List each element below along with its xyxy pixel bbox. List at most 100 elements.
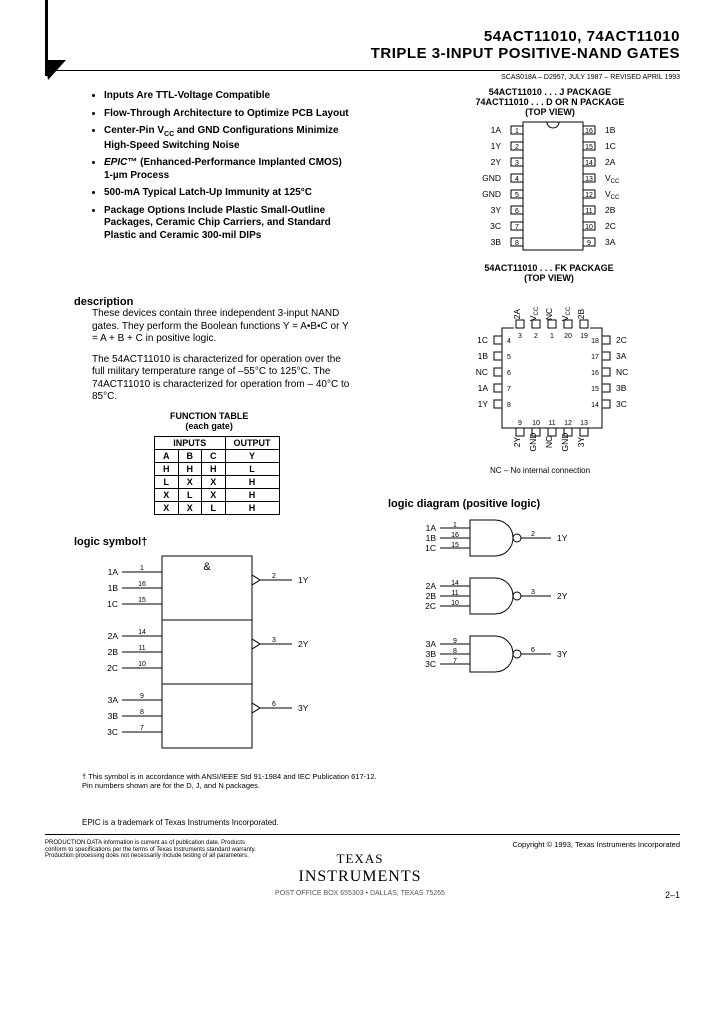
svg-text:GND: GND — [482, 173, 501, 183]
svg-text:3: 3 — [515, 160, 519, 167]
svg-text:GND: GND — [482, 189, 501, 199]
svg-text:3A: 3A — [616, 351, 627, 361]
svg-text:2C: 2C — [605, 221, 616, 231]
svg-text:1B: 1B — [426, 533, 437, 543]
feature-item: Flow-Through Architecture to Optimize PC… — [104, 108, 352, 121]
svg-text:16: 16 — [451, 532, 459, 539]
svg-text:9: 9 — [587, 240, 591, 247]
svg-text:3A: 3A — [605, 237, 616, 247]
svg-text:11: 11 — [548, 420, 555, 427]
svg-text:1B: 1B — [108, 583, 119, 593]
svg-text:13: 13 — [585, 176, 593, 183]
svg-text:2: 2 — [531, 531, 535, 538]
svg-text:11: 11 — [585, 208, 592, 215]
svg-text:1A: 1A — [478, 383, 489, 393]
svg-text:11: 11 — [451, 590, 458, 597]
svg-text:17: 17 — [591, 354, 599, 361]
svg-text:15: 15 — [591, 386, 599, 393]
doc-number: SCAS018A – D2957, JULY 1987 – REVISED AP… — [501, 74, 680, 81]
svg-text:5: 5 — [515, 192, 519, 199]
svg-text:2: 2 — [515, 144, 519, 151]
description-heading: description — [74, 296, 133, 308]
svg-text:1: 1 — [453, 522, 457, 529]
svg-text:VCC: VCC — [605, 173, 620, 185]
svg-text:3Y: 3Y — [491, 205, 502, 215]
svg-text:19: 19 — [580, 333, 588, 340]
svg-text:12: 12 — [564, 420, 572, 427]
svg-text:5: 5 — [507, 354, 511, 361]
svg-text:3: 3 — [518, 333, 522, 340]
svg-text:16: 16 — [591, 370, 599, 377]
svg-text:12: 12 — [585, 192, 593, 199]
part-numbers: 54ACT11010, 74ACT11010 — [371, 28, 680, 45]
nc-note: NC – No internal connection — [490, 466, 590, 475]
svg-text:16: 16 — [585, 128, 593, 135]
features-list: Inputs Are TTL-Voltage Compatible Flow-Th… — [92, 90, 352, 247]
trademark-note: EPIC is a trademark of Texas Instruments… — [82, 818, 279, 827]
svg-text:3A: 3A — [108, 695, 119, 705]
svg-text:1Y: 1Y — [557, 533, 568, 543]
svg-text:11: 11 — [138, 645, 145, 652]
svg-text:7: 7 — [453, 658, 457, 665]
svg-text:1Y: 1Y — [478, 399, 489, 409]
svg-text:18: 18 — [591, 338, 599, 345]
svg-text:1C: 1C — [605, 141, 616, 151]
logic-symbol: &1A11B161C1521Y2A142B112C1032Y3A93B83C76… — [92, 548, 352, 773]
footer-rule — [45, 834, 680, 835]
svg-text:9: 9 — [140, 693, 144, 700]
svg-text:3C: 3C — [616, 399, 627, 409]
fk-caption: 54ACT11010 . . . FK PACKAGE (TOP VIEW) — [464, 264, 634, 284]
svg-text:GND: GND — [560, 433, 570, 452]
svg-text:NC: NC — [544, 308, 554, 320]
svg-text:20: 20 — [564, 333, 572, 340]
svg-text:1B: 1B — [605, 125, 616, 135]
svg-text:15: 15 — [451, 542, 459, 549]
svg-text:3A: 3A — [426, 639, 437, 649]
svg-text:2: 2 — [534, 333, 538, 340]
page-number: 2–1 — [665, 890, 680, 900]
svg-text:7: 7 — [515, 224, 519, 231]
feature-item: EPIC™ (Enhanced-Performance Implanted CM… — [104, 157, 352, 182]
svg-text:2: 2 — [272, 573, 276, 580]
svg-text:3B: 3B — [108, 711, 119, 721]
svg-text:8: 8 — [507, 402, 511, 409]
svg-text:1C: 1C — [425, 543, 436, 553]
svg-text:6: 6 — [272, 701, 276, 708]
svg-text:10: 10 — [532, 420, 540, 427]
svg-text:VCC: VCC — [560, 306, 572, 321]
svg-text:13: 13 — [580, 420, 588, 427]
page-title: TRIPLE 3-INPUT POSITIVE-NAND GATES — [371, 45, 680, 62]
svg-text:16: 16 — [138, 581, 146, 588]
svg-text:2Y: 2Y — [491, 157, 502, 167]
description-p2: The 54ACT11010 is characterized for oper… — [92, 354, 352, 404]
svg-text:15: 15 — [585, 144, 593, 151]
header: 54ACT11010, 74ACT11010 TRIPLE 3-INPUT PO… — [371, 28, 680, 66]
feature-item: Center-Pin VCC and GND Configurations Mi… — [104, 125, 352, 152]
svg-text:2B: 2B — [426, 591, 437, 601]
svg-text:1Y: 1Y — [491, 141, 502, 151]
svg-text:&: & — [203, 561, 211, 573]
description-p1: These devices contain three independent … — [92, 308, 352, 346]
dip-diagram: 1A11B161Y21C152Y32A14GND4VCC13GND5VCC123… — [478, 118, 628, 258]
svg-text:3C: 3C — [107, 727, 118, 737]
svg-text:4: 4 — [515, 176, 519, 183]
svg-text:6: 6 — [531, 647, 535, 654]
svg-text:VCC: VCC — [528, 306, 540, 321]
svg-text:7: 7 — [507, 386, 511, 393]
svg-text:3Y: 3Y — [298, 703, 309, 713]
ti-logo: TEXAS INSTRUMENTS — [0, 850, 720, 886]
svg-text:2Y: 2Y — [557, 591, 568, 601]
svg-text:7: 7 — [140, 725, 144, 732]
svg-text:1B: 1B — [478, 351, 489, 361]
svg-text:1Y: 1Y — [298, 575, 309, 585]
feature-item: Inputs Are TTL-Voltage Compatible — [104, 90, 352, 103]
svg-text:4: 4 — [507, 338, 511, 345]
svg-text:2A: 2A — [108, 631, 119, 641]
svg-text:1: 1 — [550, 333, 554, 340]
feature-item: Package Options Include Plastic Small-Ou… — [104, 205, 352, 243]
svg-text:2Y: 2Y — [512, 436, 522, 447]
svg-text:2A: 2A — [512, 308, 522, 319]
svg-text:2A: 2A — [605, 157, 616, 167]
copyright: Copyright © 1993, Texas Instruments Inco… — [512, 840, 680, 849]
svg-text:1C: 1C — [477, 335, 488, 345]
